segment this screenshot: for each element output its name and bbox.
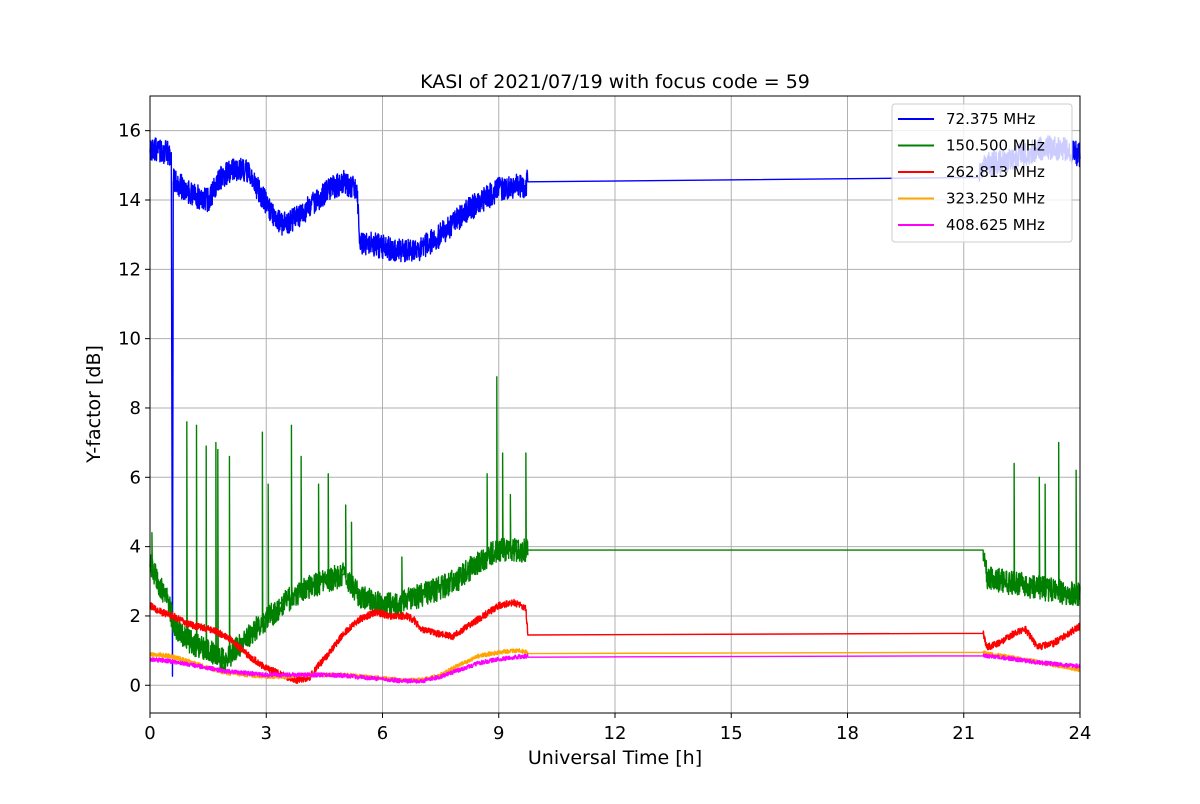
x-tick-label: 6 (377, 723, 388, 744)
y-tick-label: 2 (130, 606, 141, 627)
y-tick-label: 10 (118, 329, 141, 350)
series-line-1 (149, 376, 1081, 673)
x-ticks: 0 3 6 9 12 15 18 21 24 (144, 713, 1091, 744)
y-axis-label: Y-factor [dB] (83, 345, 105, 464)
legend-label-2: 262.813 MHz (946, 163, 1045, 181)
grid (149, 96, 1081, 713)
plot-lines (149, 135, 1081, 684)
x-tick-label: 21 (952, 723, 975, 744)
legend-label-3: 323.250 MHz (946, 190, 1045, 208)
x-tick-label: 9 (493, 723, 504, 744)
y-tick-label: 14 (118, 190, 141, 211)
legend: 72.375 MHz 150.500 MHz 262.813 MHz 323.2… (891, 103, 1073, 243)
x-tick-label: 15 (720, 723, 743, 744)
legend-label-4: 408.625 MHz (946, 216, 1045, 234)
x-tick-label: 18 (836, 723, 859, 744)
x-tick-label: 24 (1069, 723, 1092, 744)
x-tick-label: 3 (261, 723, 272, 744)
y-tick-label: 6 (130, 467, 141, 488)
chart-title: KASI of 2021/07/19 with focus code = 59 (420, 71, 810, 93)
y-tick-label: 12 (118, 259, 141, 280)
series-line-4 (149, 653, 1081, 684)
series-line-2 (149, 598, 1081, 684)
legend-frame (891, 103, 1073, 243)
y-tick-label: 4 (130, 537, 141, 558)
y-ticks: 0 2 4 6 8 10 12 14 16 (118, 121, 150, 696)
y-tick-label: 0 (130, 675, 141, 696)
legend-label-0: 72.375 MHz (946, 110, 1035, 128)
x-tick-label: 12 (604, 723, 627, 744)
y-tick-label: 8 (130, 398, 141, 419)
y-tick-label: 16 (118, 121, 141, 142)
legend-label-1: 150.500 MHz (946, 137, 1045, 155)
x-tick-label: 0 (144, 723, 155, 744)
x-axis-label: Universal Time [h] (528, 747, 702, 769)
series-line-3 (149, 648, 1081, 683)
